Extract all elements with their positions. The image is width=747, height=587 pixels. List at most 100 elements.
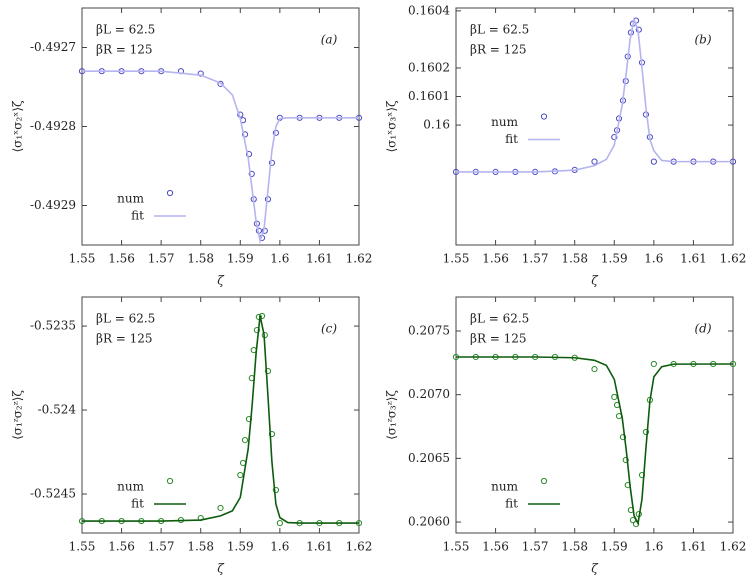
legend-label: fit bbox=[505, 132, 518, 146]
x-tick-label: 1.58 bbox=[187, 252, 214, 266]
x-tick-label: 1.61 bbox=[306, 540, 333, 554]
fit-line bbox=[456, 356, 734, 526]
data-point bbox=[619, 433, 627, 441]
y-axis-label: ⟨σ₁ᶻσ₂ᶻ⟩ζ bbox=[11, 390, 25, 440]
annotation: βR = 125 bbox=[96, 43, 153, 57]
legend-swatch bbox=[540, 113, 548, 120]
x-tick-label: 1.61 bbox=[680, 252, 707, 266]
data-point bbox=[611, 133, 618, 141]
x-tick-label: 1.56 bbox=[482, 252, 509, 266]
x-tick-label: 1.6 bbox=[644, 540, 663, 554]
x-tick-label: 1.57 bbox=[522, 540, 549, 554]
legend-label: fit bbox=[505, 497, 518, 511]
data-point bbox=[197, 70, 204, 77]
x-tick-label: 1.57 bbox=[522, 252, 549, 266]
x-tick-label: 1.59 bbox=[601, 540, 628, 554]
y-tick-label: 0.2070 bbox=[408, 387, 450, 401]
legend-label: num bbox=[491, 480, 518, 494]
fit-line bbox=[82, 315, 359, 524]
x-tick-label: 1.57 bbox=[148, 252, 175, 266]
plot-frame bbox=[455, 296, 734, 534]
data-point bbox=[276, 519, 283, 527]
x-tick-label: 1.62 bbox=[720, 540, 747, 554]
data-point bbox=[217, 504, 224, 512]
legend-label: num bbox=[117, 480, 144, 494]
annotation: βL = 62.5 bbox=[96, 312, 155, 326]
x-tick-label: 1.56 bbox=[482, 540, 509, 554]
x-tick-label: 1.62 bbox=[346, 540, 373, 554]
panel-label: (c) bbox=[321, 322, 337, 336]
x-tick-label: 1.62 bbox=[720, 252, 747, 266]
x-tick-label: 1.61 bbox=[306, 252, 333, 266]
data-point bbox=[611, 393, 618, 401]
annotation: βL = 62.5 bbox=[470, 312, 529, 326]
legend-label: num bbox=[491, 115, 518, 129]
fit-line bbox=[82, 70, 359, 245]
y-tick-label: 0.16 bbox=[423, 118, 450, 132]
panel: 1.55 1.56 1.57 1.58 1.59 1.6 1.61 1.62 0.2075 0.2… bbox=[385, 296, 747, 576]
y-axis-label: ⟨σ₁ˣσ₂ˣ⟩ζ bbox=[11, 100, 25, 153]
y-tick-label: 0.1601 bbox=[408, 89, 450, 103]
data-point bbox=[253, 326, 261, 334]
x-tick-label: 1.59 bbox=[227, 252, 254, 266]
y-tick-label: -0.524 bbox=[38, 403, 77, 417]
legend-swatch bbox=[166, 189, 174, 197]
y-tick-label: 0.2075 bbox=[408, 324, 450, 338]
panel-label: (d) bbox=[694, 322, 711, 336]
x-tick-label: 1.55 bbox=[69, 252, 96, 266]
x-tick-label: 1.59 bbox=[227, 540, 254, 554]
x-tick-label: 1.56 bbox=[108, 252, 135, 266]
y-tick-label: -0.4929 bbox=[30, 198, 76, 212]
y-tick-label: 0.1604 bbox=[408, 3, 450, 17]
plot-frame bbox=[81, 296, 360, 534]
x-axis-label: ζ bbox=[217, 274, 225, 288]
legend-swatch bbox=[166, 477, 174, 485]
data-point bbox=[248, 170, 255, 177]
x-tick-label: 1.56 bbox=[108, 540, 135, 554]
legend-swatch bbox=[540, 477, 548, 485]
x-tick-label: 1.61 bbox=[680, 540, 707, 554]
data-point bbox=[591, 365, 598, 373]
data-point bbox=[272, 486, 279, 494]
x-tick-label: 1.62 bbox=[346, 252, 373, 266]
panel: 1.55 1.56 1.57 1.58 1.59 1.6 1.61 1.62 0.1604 0.1… bbox=[385, 3, 747, 287]
data-point bbox=[591, 158, 598, 165]
x-axis-label: ζ bbox=[217, 562, 225, 576]
data-point bbox=[245, 151, 253, 158]
x-axis-label: ζ bbox=[591, 562, 599, 576]
x-tick-label: 1.57 bbox=[148, 540, 175, 554]
x-tick-label: 1.55 bbox=[443, 252, 470, 266]
panel-label: (b) bbox=[694, 33, 711, 47]
legend-label: fit bbox=[131, 497, 144, 511]
annotation: βR = 125 bbox=[470, 332, 527, 346]
x-tick-label: 1.55 bbox=[443, 540, 470, 554]
y-tick-label: 0.1602 bbox=[408, 60, 450, 74]
annotation: βL = 62.5 bbox=[470, 23, 529, 37]
x-tick-label: 1.6 bbox=[270, 252, 289, 266]
x-tick-label: 1.6 bbox=[644, 252, 663, 266]
annotation: βR = 125 bbox=[470, 43, 527, 57]
data-point bbox=[650, 158, 657, 165]
x-tick-label: 1.59 bbox=[601, 252, 628, 266]
legend-label: num bbox=[117, 192, 144, 206]
y-tick-label: 0.2060 bbox=[408, 515, 450, 529]
data-point bbox=[650, 360, 657, 368]
data-point bbox=[264, 367, 272, 375]
y-tick-label: -0.4928 bbox=[30, 119, 76, 133]
x-axis-label: ζ bbox=[591, 274, 599, 288]
plot-frame bbox=[455, 7, 734, 246]
data-point bbox=[241, 437, 249, 444]
y-tick-label: -0.4927 bbox=[30, 40, 76, 54]
data-point bbox=[268, 159, 276, 166]
panel: 1.55 1.56 1.57 1.58 1.59 1.6 1.61 1.62 -0.5235 -0… bbox=[11, 296, 373, 576]
y-axis-label: ⟨σ₁ᶻσ₃ᶻ⟩ζ bbox=[385, 390, 399, 440]
panel: 1.55 1.56 1.57 1.58 1.59 1.6 1.61 1.62 -0.4927 -0… bbox=[11, 7, 373, 288]
x-tick-label: 1.6 bbox=[270, 540, 289, 554]
panel-label: (a) bbox=[321, 33, 338, 47]
annotation: βL = 62.5 bbox=[96, 23, 155, 37]
y-tick-label: 0.2065 bbox=[408, 451, 450, 465]
x-tick-label: 1.58 bbox=[187, 540, 214, 554]
annotation: βR = 125 bbox=[96, 332, 153, 346]
data-point bbox=[268, 430, 276, 438]
